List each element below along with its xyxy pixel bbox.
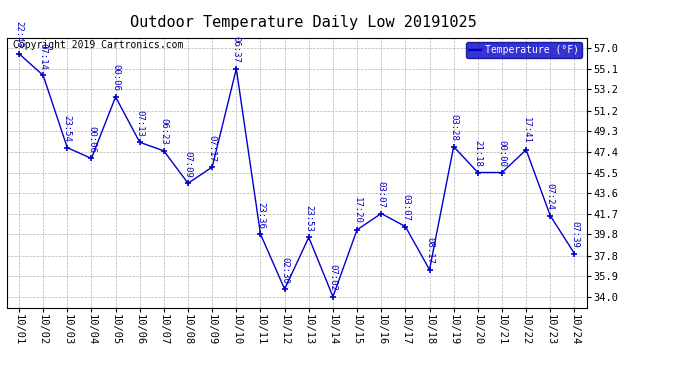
Legend: Temperature (°F): Temperature (°F) (466, 42, 582, 58)
Text: 23:54: 23:54 (63, 115, 72, 142)
Text: 06:37: 06:37 (232, 36, 241, 63)
Text: 07:39: 07:39 (570, 221, 579, 248)
Text: 23:53: 23:53 (304, 205, 313, 232)
Text: 07:02: 07:02 (328, 264, 337, 291)
Text: 03:07: 03:07 (401, 194, 410, 221)
Text: 08:17: 08:17 (425, 237, 434, 264)
Text: 07:17: 07:17 (208, 135, 217, 162)
Text: 00:00: 00:00 (497, 140, 506, 167)
Text: 07:14: 07:14 (39, 43, 48, 70)
Text: 07:24: 07:24 (546, 183, 555, 210)
Text: 06:23: 06:23 (159, 118, 168, 146)
Text: Copyright 2019 Cartronics.com: Copyright 2019 Cartronics.com (12, 40, 183, 50)
Text: 07:13: 07:13 (135, 110, 144, 137)
Text: Outdoor Temperature Daily Low 20191025: Outdoor Temperature Daily Low 20191025 (130, 15, 477, 30)
Text: 03:28: 03:28 (449, 114, 458, 141)
Text: 17:41: 17:41 (522, 117, 531, 144)
Text: 02:30: 02:30 (280, 257, 289, 284)
Text: 07:09: 07:09 (184, 151, 193, 178)
Text: 03:07: 03:07 (377, 181, 386, 208)
Text: 17:20: 17:20 (353, 197, 362, 224)
Text: 00:06: 00:06 (111, 64, 120, 92)
Text: 00:06: 00:06 (87, 126, 96, 153)
Text: 21:18: 21:18 (473, 140, 482, 167)
Text: 23:36: 23:36 (256, 202, 265, 228)
Text: 22:43: 22:43 (14, 21, 23, 48)
